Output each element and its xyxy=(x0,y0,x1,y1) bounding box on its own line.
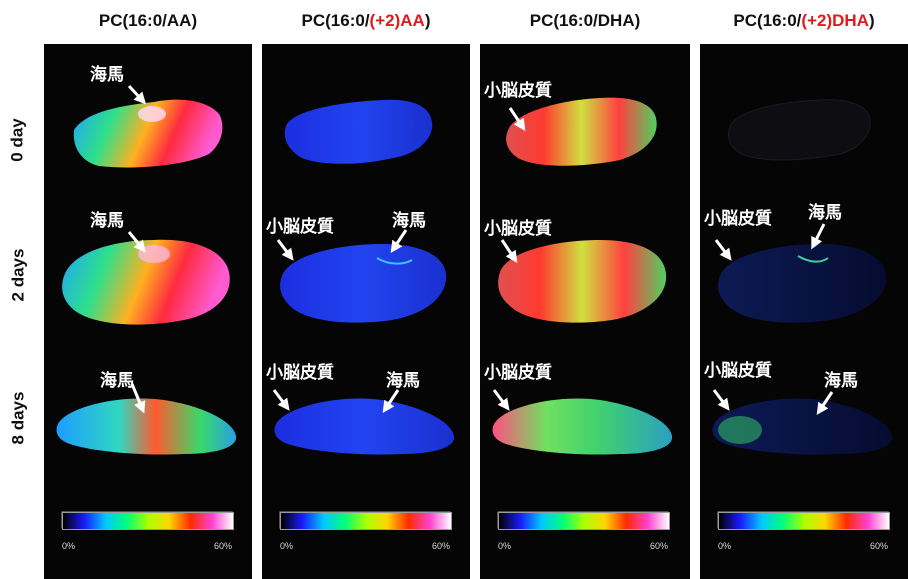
colorbar-gradient xyxy=(498,512,670,530)
arrow-icon xyxy=(127,231,146,253)
arrow-icon xyxy=(816,391,834,415)
hippocampus-spot xyxy=(138,245,170,263)
colorbar-min: 0% xyxy=(280,541,294,551)
hippocampus-trace xyxy=(376,257,413,265)
brain-section-2-days xyxy=(62,239,230,325)
panel-plus2-aa-images xyxy=(272,99,455,529)
panel-plus2-dha-images xyxy=(712,99,893,529)
panel-plus2-aa: 小脳皮質 海馬 小脳皮質 海馬 0% 60% xyxy=(262,44,470,579)
colorbar-gradient xyxy=(62,512,234,530)
title-text-end: ) xyxy=(868,11,875,30)
column-title-4: PC(16:0/(+2)DHA) xyxy=(700,6,908,36)
panel-dha: 小脳皮質 小脳皮質 小脳皮質 0% 60% xyxy=(480,44,690,579)
title-highlight: (+2)DHA xyxy=(801,11,869,30)
arrow-icon xyxy=(811,223,826,250)
brain-section-0-day xyxy=(73,99,223,168)
arrow-icon xyxy=(276,239,294,261)
colorbar-max: 60% xyxy=(650,541,669,551)
title-text-end: AA) xyxy=(166,11,198,30)
label-hippocampus-2-days: 海馬 xyxy=(808,203,842,223)
arrow-icon xyxy=(390,229,408,253)
brain-section-8-days xyxy=(274,398,455,455)
label-cerebellum-2-days: 小脳皮質 xyxy=(484,219,552,239)
arrow-icon xyxy=(492,389,510,411)
column-title-1: PC(16:0/AA) xyxy=(44,6,252,36)
label-cerebellum-8-days: 小脳皮質 xyxy=(266,363,334,383)
colorbar-min: 0% xyxy=(498,541,512,551)
panel-aa-images xyxy=(56,84,237,529)
colorbar-min: 0% xyxy=(718,541,732,551)
colorbar-gradient xyxy=(280,512,452,530)
brain-section-2-days xyxy=(280,244,447,323)
label-hippocampus-8-days: 海馬 xyxy=(100,371,134,391)
brain-section-0-day xyxy=(284,99,433,164)
hippocampus-spot xyxy=(138,106,166,122)
title-text: PC(16:0/DHA) xyxy=(529,11,641,30)
colorbar-max: 60% xyxy=(214,541,233,551)
row-label-text: 8 days xyxy=(8,391,27,445)
title-text: PC(16:0/ xyxy=(98,11,167,30)
arrow-icon xyxy=(130,383,146,414)
panel-aa: 海馬 海馬 海馬 0% 60% xyxy=(44,44,252,579)
brain-section-8-days xyxy=(712,398,893,455)
row-label-8-days: 8 days xyxy=(0,378,36,458)
row-label-0-day: 0 day xyxy=(0,100,36,180)
hippocampus-trace xyxy=(797,255,829,263)
column-title-2: PC(16:0/(+2)AA) xyxy=(262,6,470,36)
colorbar-max: 60% xyxy=(870,541,889,551)
label-hippocampus-8-days: 海馬 xyxy=(824,371,858,391)
label-hippocampus-0-day: 海馬 xyxy=(90,65,124,85)
label-hippocampus-2-days: 海馬 xyxy=(90,211,124,231)
brain-section-2-days xyxy=(718,244,887,323)
arrow-icon xyxy=(127,84,147,105)
colorbar-max: 60% xyxy=(432,541,451,551)
label-hippocampus-8-days: 海馬 xyxy=(386,371,420,391)
row-label-2-days: 2 days xyxy=(0,235,36,315)
arrow-icon xyxy=(272,389,290,411)
label-cerebellum-0-day: 小脳皮質 xyxy=(484,81,552,101)
brain-section-8-days xyxy=(56,398,237,455)
row-label-text: 2 days xyxy=(8,248,27,302)
arrow-icon xyxy=(714,239,732,261)
arrow-icon xyxy=(382,389,400,413)
title-text-end: ) xyxy=(424,11,431,30)
panel-plus2-dha: 小脳皮質 海馬 小脳皮質 海馬 0% 60% xyxy=(700,44,908,579)
label-cerebellum-8-days: 小脳皮質 xyxy=(704,361,772,381)
cerebellum-spot xyxy=(718,416,762,444)
brain-section-0-day xyxy=(506,97,657,166)
title-highlight: (+2)AA xyxy=(369,11,425,30)
panel-dha-images xyxy=(492,97,673,529)
label-hippocampus-2-days: 海馬 xyxy=(392,211,426,231)
brain-section-2-days xyxy=(498,240,667,323)
label-cerebellum-8-days: 小脳皮質 xyxy=(484,363,552,383)
label-cerebellum-2-days: 小脳皮質 xyxy=(266,217,334,237)
row-label-text: 0 day xyxy=(8,118,28,162)
brain-section-8-days xyxy=(492,398,673,455)
arrow-icon xyxy=(712,389,730,411)
title-text: PC(16:0/ xyxy=(301,11,370,30)
colorbar-gradient xyxy=(718,512,890,530)
arrow-icon xyxy=(508,107,526,131)
colorbar-min: 0% xyxy=(62,541,76,551)
label-cerebellum-2-days: 小脳皮質 xyxy=(704,209,772,229)
brain-section-0-day xyxy=(728,99,871,161)
title-text: PC(16:0/ xyxy=(733,11,802,30)
column-title-3: PC(16:0/DHA) xyxy=(480,6,690,36)
arrow-icon xyxy=(500,239,518,263)
